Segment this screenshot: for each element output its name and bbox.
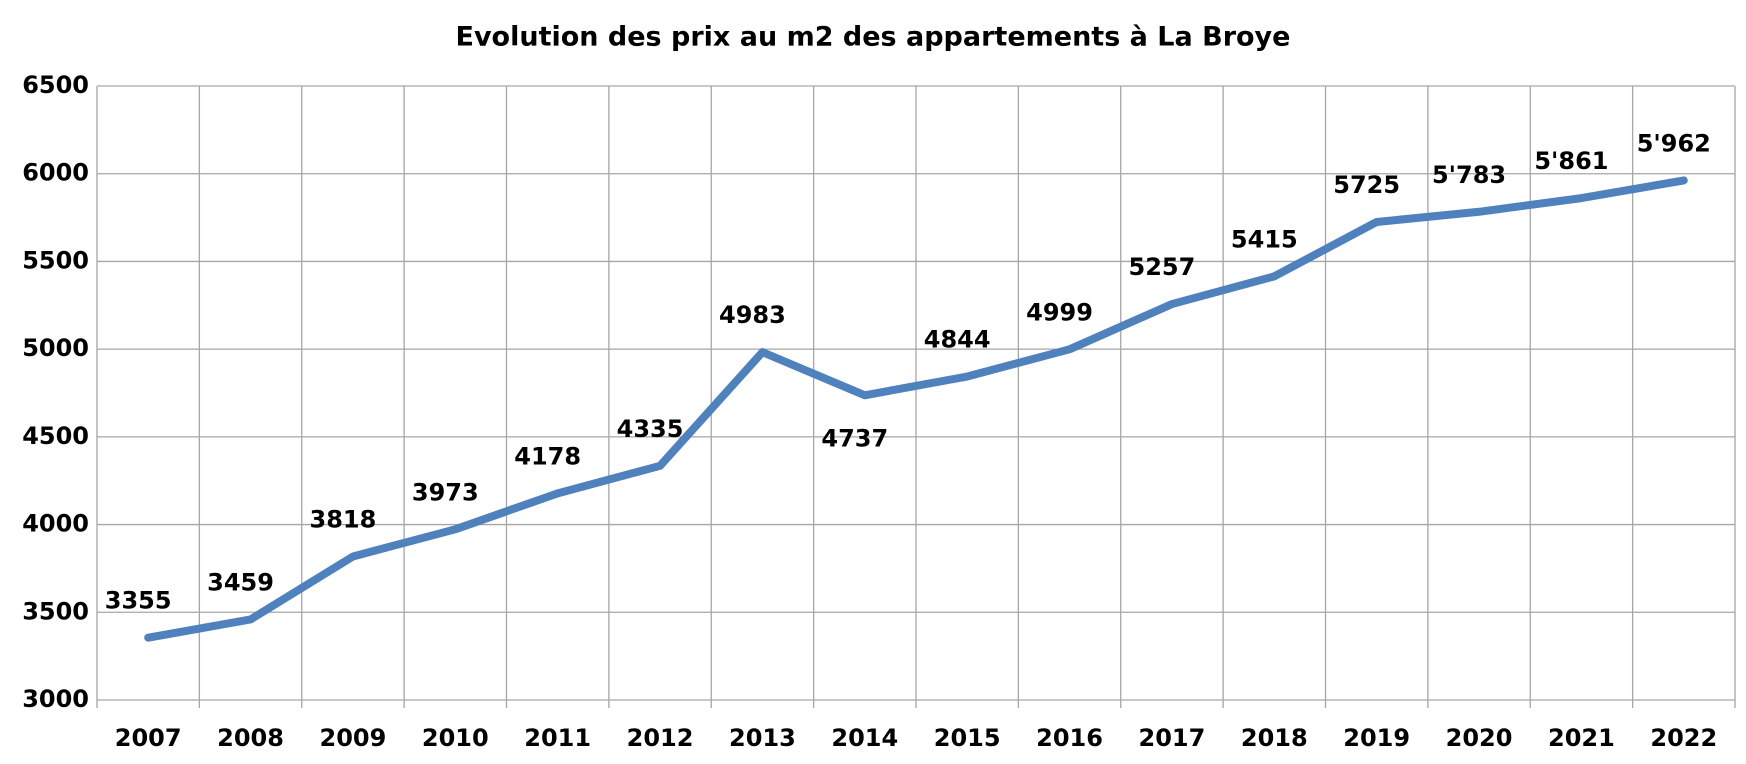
data-label: 5257 <box>1129 253 1196 281</box>
x-tick-label: 2022 <box>1650 724 1717 752</box>
data-label: 4335 <box>617 415 684 443</box>
data-label: 5725 <box>1333 171 1400 199</box>
x-tick-label: 2009 <box>320 724 387 752</box>
chart-title: Evolution des prix au m2 des appartement… <box>456 22 1291 53</box>
y-tick-label: 4000 <box>22 510 89 538</box>
y-tick-label: 3000 <box>22 685 89 713</box>
data-label: 3355 <box>105 587 172 615</box>
x-tick-label: 2017 <box>1139 724 1206 752</box>
x-tick-label: 2011 <box>524 724 591 752</box>
data-label: 4844 <box>924 326 991 354</box>
x-tick-label: 2014 <box>831 724 898 752</box>
x-tick-label: 2007 <box>115 724 182 752</box>
data-label: 4178 <box>514 442 581 470</box>
y-tick-label: 3500 <box>22 597 89 625</box>
y-tick-label: 4500 <box>22 422 89 450</box>
data-label: 4999 <box>1026 298 1093 326</box>
x-tick-label: 2019 <box>1343 724 1410 752</box>
data-label: 3459 <box>207 568 274 596</box>
x-tick-label: 2015 <box>934 724 1001 752</box>
data-label: 5'962 <box>1637 129 1711 157</box>
x-tick-label: 2021 <box>1548 724 1615 752</box>
y-tick-label: 5500 <box>22 246 89 274</box>
x-tick-label: 2010 <box>422 724 489 752</box>
x-tick-label: 2018 <box>1241 724 1308 752</box>
x-tick-label: 2013 <box>729 724 796 752</box>
y-tick-label: 6500 <box>22 71 89 99</box>
x-tick-label: 2016 <box>1036 724 1103 752</box>
y-tick-label: 5000 <box>22 334 89 362</box>
x-tick-label: 2008 <box>217 724 284 752</box>
data-label: 5'783 <box>1432 161 1506 189</box>
x-tick-label: 2012 <box>627 724 694 752</box>
line <box>144 176 1688 642</box>
data-label: 5'861 <box>1534 147 1608 175</box>
data-label: 3973 <box>412 478 479 506</box>
data-label: 4737 <box>821 424 888 452</box>
y-tick-label: 6000 <box>22 159 89 187</box>
data-label: 3818 <box>310 505 377 533</box>
x-tick-label: 2020 <box>1446 724 1513 752</box>
data-label: 4983 <box>719 301 786 329</box>
data-label: 5415 <box>1231 225 1298 253</box>
